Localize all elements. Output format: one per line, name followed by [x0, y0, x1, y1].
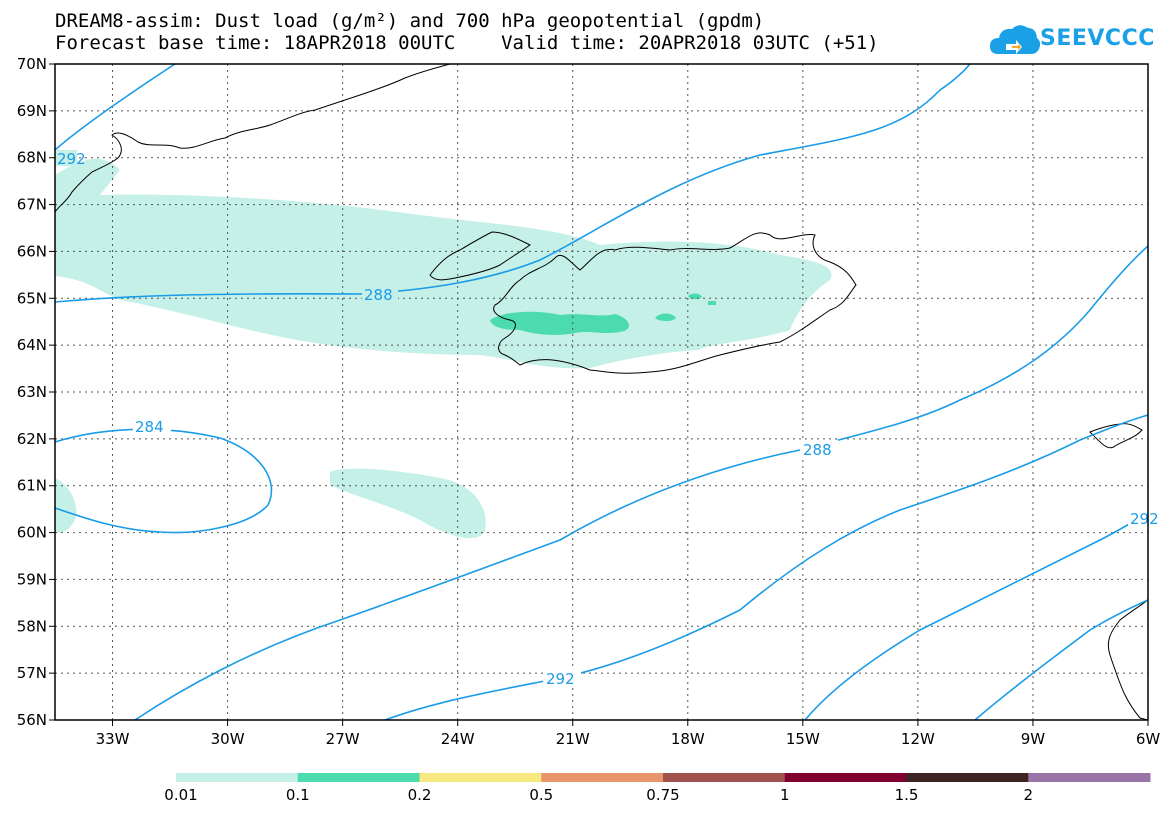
contour-label: 288 — [803, 441, 832, 459]
coastline-scotland — [1107, 599, 1148, 720]
contour-label: 292 — [57, 150, 86, 168]
map-subtitle-times: Forecast base time: 18APR2018 00UTC Vali… — [55, 32, 879, 54]
dust-area-light — [55, 478, 77, 533]
contour-label: 292 — [546, 670, 575, 688]
contour-292-northwest — [55, 64, 176, 151]
lon-tick-label: 12W — [901, 730, 935, 748]
lat-tick-label: 68N — [17, 149, 47, 167]
colorbar-label: 2 — [1023, 786, 1034, 804]
lat-tick-label: 61N — [17, 477, 47, 495]
lon-tick-label: 9W — [1021, 730, 1046, 748]
lon-tick-label: 24W — [441, 730, 475, 748]
coastline-greenland — [55, 64, 451, 213]
colorbar-label: 0.1 — [285, 786, 310, 804]
lon-tick-label: 30W — [211, 730, 245, 748]
contour-284 — [55, 428, 273, 534]
contour-288-south — [134, 245, 1148, 720]
colorbar-label: 0.75 — [646, 786, 680, 804]
colorbar-label: 0.01 — [164, 786, 198, 804]
map-title: DREAM8-assim: Dust load (g/m²) and 700 h… — [55, 10, 765, 32]
lat-tick-label: 65N — [17, 289, 47, 307]
lat-tick-label: 60N — [17, 524, 47, 542]
lat-tick-label: 56N — [17, 711, 47, 729]
dust-area-light — [55, 158, 832, 369]
contour-288-north — [55, 64, 971, 303]
lat-tick-label: 64N — [17, 336, 47, 354]
lat-tick-label: 62N — [17, 430, 47, 448]
colorbar-label: 1 — [779, 786, 790, 804]
contour-296-east — [974, 599, 1148, 720]
lon-tick-label: 21W — [556, 730, 590, 748]
lat-tick-label: 66N — [17, 242, 47, 260]
lat-tick-label: 70N — [17, 55, 47, 73]
colorbar-label: 0.5 — [529, 786, 554, 804]
colorbar-label: 0.2 — [407, 786, 432, 804]
cloud-logo-icon — [990, 25, 1041, 54]
lon-tick-label: 33W — [96, 730, 130, 748]
lat-tick-label: 67N — [17, 196, 47, 214]
contour-label: 284 — [135, 418, 164, 436]
coastline-faroe-shetland — [1089, 423, 1143, 449]
dust-area-medium — [655, 313, 676, 321]
colorbar-label: 1.5 — [894, 786, 919, 804]
dust-area-medium — [688, 293, 702, 300]
coastline-iceland — [493, 232, 857, 374]
lat-tick-label: 69N — [17, 102, 47, 120]
contour-label: 292 — [1130, 510, 1159, 528]
contour-292-east — [804, 513, 1148, 720]
lon-tick-label: 27W — [326, 730, 360, 748]
lat-tick-label: 59N — [17, 570, 47, 588]
gridlines — [55, 64, 1148, 720]
dust-area-medium — [708, 301, 716, 305]
contour-292-south — [384, 414, 1148, 720]
lat-tick-label: 57N — [17, 664, 47, 682]
dust-area-medium — [490, 311, 630, 335]
dust-area-light — [330, 468, 486, 539]
lon-tick-label: 6W — [1136, 730, 1161, 748]
logo-text: SEEVCCC — [1040, 26, 1155, 51]
lon-tick-label: 15W — [786, 730, 820, 748]
coastline-westfjords — [429, 231, 531, 281]
contour-label: 288 — [364, 286, 393, 304]
lat-tick-label: 58N — [17, 617, 47, 635]
lon-tick-label: 18W — [671, 730, 705, 748]
lat-tick-label: 63N — [17, 383, 47, 401]
